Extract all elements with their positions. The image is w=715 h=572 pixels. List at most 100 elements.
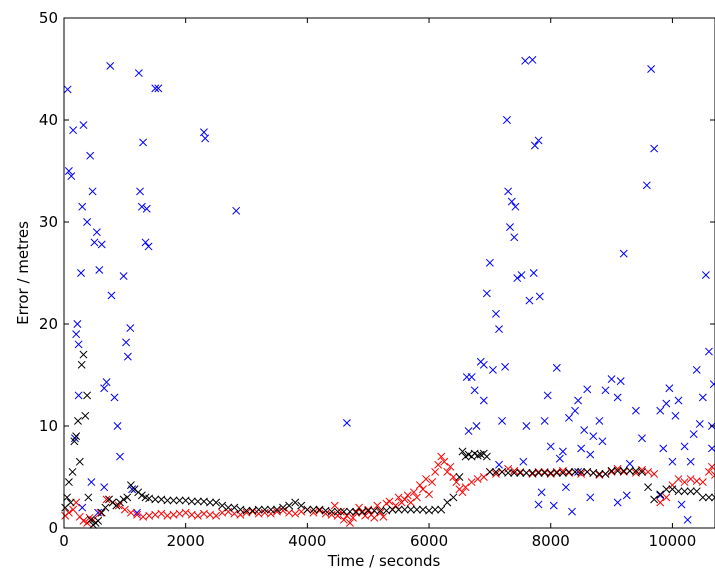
data-point-s0-111: [561, 483, 570, 492]
data-point-s1-75: [412, 493, 421, 502]
data-point-s1-72: [403, 491, 412, 500]
data-point-s1-79: [425, 490, 434, 499]
data-point-s0-61: [525, 296, 534, 305]
data-point-s0-2: [67, 172, 76, 181]
data-point-s2-65: [352, 507, 360, 516]
data-point-s1-1: [64, 508, 73, 517]
data-point-s0-134: [656, 491, 665, 500]
data-point-s0-106: [659, 444, 668, 453]
data-point-s0-93: [671, 411, 680, 420]
data-point-s0-117: [501, 362, 510, 371]
data-point-s0-69: [546, 442, 555, 451]
data-point-s0-12: [88, 187, 97, 196]
data-point-s1-131: [704, 467, 713, 476]
data-point-s0-55: [507, 197, 516, 206]
data-point-s1-93: [473, 475, 482, 483]
data-point-s1-44: [309, 508, 318, 517]
data-point-s2-3: [66, 498, 75, 507]
data-point-s2-82: [455, 473, 464, 481]
x-tick-label-1: 2000: [167, 532, 205, 550]
data-point-s0-72: [565, 413, 573, 422]
data-point-s1-56: [355, 503, 364, 512]
data-point-s1-48: [330, 501, 339, 510]
data-point-s0-108: [598, 437, 607, 446]
data-point-s0-83: [619, 249, 628, 258]
data-point-s0-9: [79, 121, 88, 130]
data-point-s2-67: [364, 506, 373, 515]
x-tick-label-3: 6000: [410, 532, 448, 550]
data-point-s2-129: [711, 493, 715, 502]
data-point-s2-78: [431, 505, 440, 514]
data-point-s2-41: [206, 498, 214, 507]
data-point-s0-65: [534, 136, 543, 145]
data-point-s1-130: [698, 478, 707, 487]
data-point-s2-111: [601, 469, 610, 478]
data-point-s0-91: [662, 399, 671, 408]
data-point-s0-62: [528, 55, 537, 64]
data-point-s0-87: [642, 181, 651, 190]
data-point-s0-37: [199, 128, 208, 137]
data-point-s1-90: [458, 488, 467, 497]
data-point-s1-86: [446, 462, 455, 471]
data-point-s0-52: [502, 116, 511, 124]
data-point-s1-128: [686, 475, 695, 483]
data-point-s1-53: [345, 518, 354, 527]
data-point-s0-85: [631, 406, 640, 415]
data-point-s0-86: [638, 434, 646, 443]
plot-frame: [63, 17, 715, 529]
data-point-s1-30: [224, 507, 233, 516]
data-point-s0-28: [134, 69, 143, 78]
data-point-s2-50: [260, 505, 269, 514]
data-point-s0-22: [113, 422, 122, 430]
data-point-s0-132: [568, 507, 576, 516]
data-point-s0-84: [625, 459, 634, 468]
data-point-s0-79: [601, 386, 610, 395]
data-point-s1-80: [428, 478, 437, 487]
data-point-s2-88: [473, 451, 482, 460]
data-point-s2-117: [638, 467, 646, 476]
data-point-s2-95: [504, 468, 513, 477]
data-point-s2-14: [86, 515, 95, 524]
data-point-s0-138: [534, 500, 543, 509]
data-point-s0-38: [201, 134, 210, 143]
data-point-s2-114: [619, 466, 628, 475]
data-point-s2-74: [406, 505, 415, 514]
data-point-s0-95: [680, 442, 689, 451]
ticks-layer: 0 2000 4000 6000 8000 10000 0 10 20 30 40 50: [39, 9, 715, 550]
data-point-s1-124: [662, 493, 671, 502]
data-point-s0-59: [517, 271, 526, 279]
data-point-s0-76: [583, 385, 592, 394]
data-point-s1-19: [157, 509, 166, 518]
data-point-s2-105: [565, 467, 573, 476]
data-point-s2-34: [163, 496, 172, 505]
data-point-s0-88: [647, 65, 656, 73]
data-point-s1-61: [370, 513, 379, 522]
data-point-s1-42: [297, 507, 306, 516]
data-point-s2-121: [662, 485, 671, 494]
data-point-s1-123: [656, 498, 665, 507]
data-point-s2-73: [400, 505, 409, 514]
data-point-s2-4: [68, 467, 77, 476]
data-point-s0-114: [537, 488, 546, 497]
data-point-s2-119: [650, 495, 659, 504]
data-point-s1-85: [443, 467, 452, 476]
data-point-s1-96: [492, 469, 500, 478]
data-point-s0-135: [708, 444, 715, 453]
data-point-s2-75: [412, 505, 421, 514]
data-point-s2-38: [187, 497, 196, 506]
data-point-s1-133: [711, 471, 715, 479]
data-point-s2-19: [101, 503, 110, 512]
data-point-s2-123: [674, 487, 683, 496]
data-point-s2-64: [345, 507, 354, 516]
data-point-s2-71: [388, 505, 397, 514]
data-point-s0-21: [110, 393, 119, 402]
data-point-s2-115: [625, 466, 634, 475]
data-point-s0-121: [464, 427, 473, 436]
data-point-s1-82: [434, 460, 443, 469]
x-tick-label-4: 8000: [532, 532, 570, 550]
data-point-s1-125: [668, 481, 677, 490]
data-point-s2-62: [333, 507, 342, 516]
data-point-s0-13: [90, 238, 99, 247]
data-point-s0-123: [78, 503, 87, 512]
data-point-s2-42: [212, 498, 221, 507]
